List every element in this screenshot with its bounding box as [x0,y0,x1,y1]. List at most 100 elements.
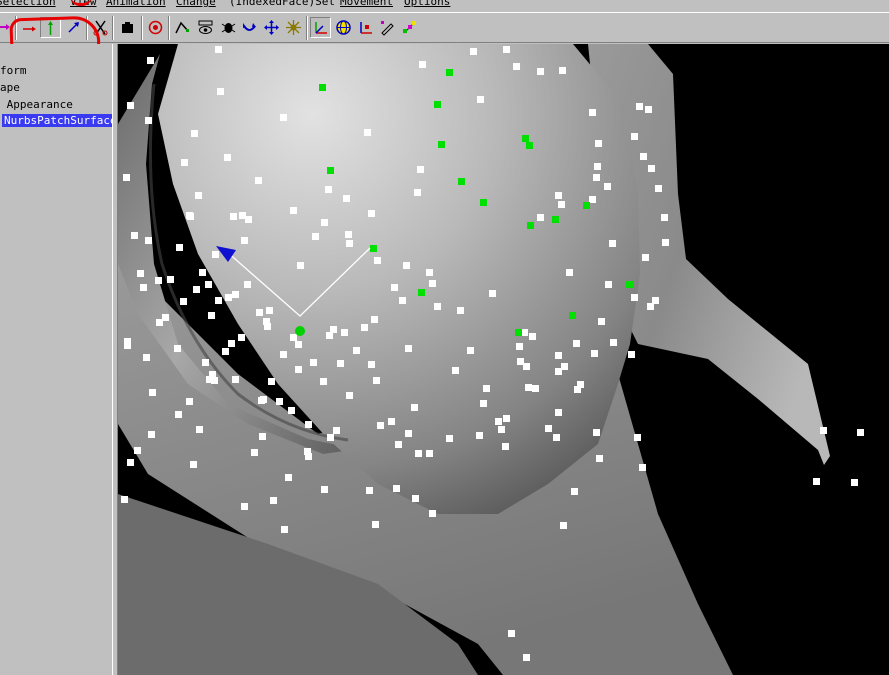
control-point[interactable] [553,434,560,441]
control-point[interactable] [502,443,509,450]
control-point[interactable] [327,434,334,441]
control-point[interactable] [371,316,378,323]
control-point[interactable] [529,333,536,340]
control-point[interactable] [591,350,598,357]
control-point[interactable] [555,192,562,199]
control-point[interactable] [364,129,371,136]
control-point[interactable] [628,351,635,358]
menu-animation[interactable]: Animation [106,0,166,8]
control-point[interactable] [230,213,237,220]
control-point[interactable] [181,159,188,166]
control-point[interactable] [137,270,144,277]
toolbar-button-view[interactable] [195,17,216,38]
toolbar-button-translate-y[interactable] [40,17,61,38]
control-point[interactable] [595,140,602,147]
control-point[interactable] [121,496,128,503]
toolbar-button-translate-x[interactable] [19,17,40,38]
control-point[interactable] [662,239,669,246]
control-point[interactable] [525,384,532,391]
toolbar-button-move[interactable] [261,17,282,38]
control-point[interactable] [206,376,213,383]
control-point[interactable] [368,361,375,368]
control-point[interactable] [174,345,181,352]
control-point[interactable] [457,307,464,314]
control-point[interactable] [555,368,562,375]
control-point[interactable] [259,433,266,440]
control-point[interactable] [263,318,270,325]
3d-viewport[interactable] [118,44,889,675]
control-point[interactable] [175,411,182,418]
control-point[interactable] [555,409,562,416]
control-point[interactable] [403,262,410,269]
control-point[interactable] [655,185,662,192]
control-point[interactable] [343,195,350,202]
control-point[interactable] [320,378,327,385]
menu-change[interactable]: Change [176,0,216,8]
control-point[interactable] [145,237,152,244]
control-point[interactable] [208,312,215,319]
control-point[interactable] [645,106,652,113]
menu-movement[interactable]: Movement [340,0,393,8]
control-point[interactable] [361,324,368,331]
control-point[interactable] [639,464,646,471]
control-point[interactable] [285,474,292,481]
control-point[interactable] [537,68,544,75]
control-point[interactable] [222,348,229,355]
control-point[interactable] [419,61,426,68]
tree-item-nurbspatchsurface[interactable]: NurbsPatchSurface [2,114,119,127]
control-point[interactable] [290,207,297,214]
control-point[interactable] [186,398,193,405]
control-point[interactable] [372,521,379,528]
control-point[interactable] [123,174,130,181]
control-point[interactable] [405,345,412,352]
control-point[interactable] [813,478,820,485]
control-point[interactable] [341,329,348,336]
toolbar-button-pointer[interactable] [0,17,15,38]
control-point[interactable] [127,459,134,466]
control-point[interactable] [446,435,453,442]
control-point[interactable] [145,117,152,124]
control-point[interactable] [366,487,373,494]
control-point[interactable] [167,276,174,283]
toolbar-button-cut[interactable] [90,17,111,38]
control-points-unselected[interactable] [121,46,864,661]
control-point[interactable] [373,377,380,384]
control-point[interactable] [480,400,487,407]
control-point[interactable] [561,363,568,370]
control-point[interactable] [426,269,433,276]
selected-control-point[interactable] [515,329,522,336]
control-point[interactable] [374,257,381,264]
control-point[interactable] [609,240,616,247]
control-point[interactable] [134,447,141,454]
control-point[interactable] [429,510,436,517]
control-points-selected[interactable] [319,69,633,336]
control-point[interactable] [345,231,352,238]
control-point[interactable] [642,254,649,261]
tree-item-shape[interactable]: ape [0,81,20,94]
control-point[interactable] [162,314,169,321]
selected-control-point[interactable] [458,178,465,185]
control-point[interactable] [395,441,402,448]
control-point[interactable] [391,284,398,291]
control-point[interactable] [495,418,502,425]
selected-control-point[interactable] [418,289,425,296]
control-point[interactable] [187,213,194,220]
control-point[interactable] [477,96,484,103]
control-point[interactable] [571,488,578,495]
control-point[interactable] [228,340,235,347]
control-point[interactable] [537,214,544,221]
control-point[interactable] [288,407,295,414]
control-point[interactable] [560,522,567,529]
control-point[interactable] [295,341,302,348]
control-point[interactable] [508,630,515,637]
control-point[interactable] [503,46,510,53]
control-point[interactable] [574,386,581,393]
control-point[interactable] [545,425,552,432]
control-point[interactable] [124,338,131,345]
control-point[interactable] [452,367,459,374]
control-point[interactable] [215,297,222,304]
control-point[interactable] [195,192,202,199]
menu-options[interactable]: Options [404,0,451,8]
control-point[interactable] [566,269,573,276]
control-point[interactable] [124,342,131,349]
